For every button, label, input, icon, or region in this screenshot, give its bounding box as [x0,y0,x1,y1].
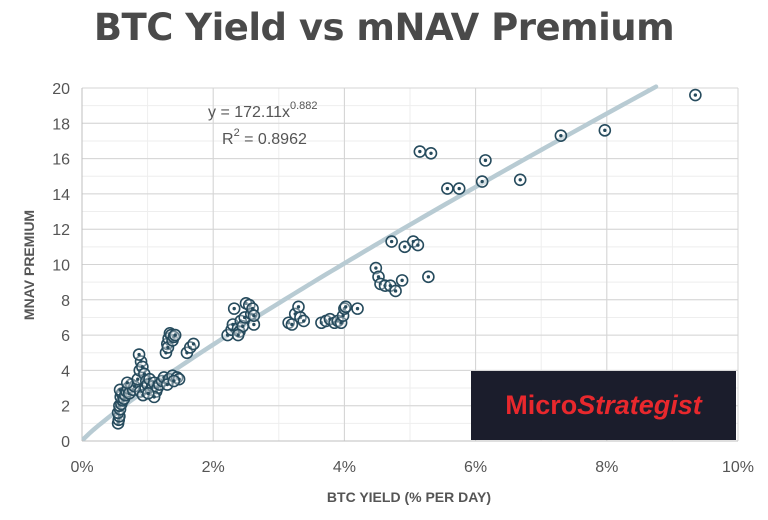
data-point-center [376,275,381,279]
x-tick-labels: 0% 2% 4% 6% 8% 10% [70,459,754,476]
data-point-center [457,186,461,191]
logo-text: MicroStrategist [505,390,702,421]
data-point-center [403,245,407,249]
data-point-center [173,333,177,337]
data-point-center [172,379,176,383]
x-tick-label: 2% [202,459,225,476]
data-point-center [165,382,169,387]
x-tick-label: 8% [595,459,618,476]
data-point-center [296,305,301,309]
trendline-layer [81,84,659,441]
data-point-center [389,239,394,244]
data-point-center [132,384,137,388]
y-axis-label: MNAV PREMIUM [21,210,37,320]
r-squared-label: R2 = 0.8962 [222,127,307,148]
x-tick-label: 10% [722,459,754,476]
y-tick-label: 8 [61,293,70,310]
data-point-center [344,305,348,309]
trendline-equation: y = 172.11x0.882 [208,100,318,121]
trendline [81,84,659,441]
chart-title: BTC Yield vs mNAV Premium [93,6,675,49]
axes [81,88,738,442]
x-tick-label: 6% [464,459,487,476]
data-point-center [236,333,240,337]
data-point-center [232,306,236,311]
y-tick-label: 10 [52,258,70,275]
microstrategist-logo: MicroStrategist [471,371,736,440]
y-tick-label: 20 [52,81,70,98]
data-point-center [429,151,433,156]
data-point-center [339,321,343,325]
data-point-center [146,391,150,396]
data-point-center [140,365,145,369]
data-point-center [400,278,404,283]
data-point-center [191,342,196,346]
y-tick-labels: 0 2 4 6 8 10 12 14 16 18 20 [52,81,70,451]
data-point-center [136,377,140,381]
x-axis-label: BTC YIELD (% PER DAY) [327,489,491,505]
data-point-center [252,322,256,327]
data-point-center [603,128,607,133]
y-tick-label: 14 [52,187,70,204]
y-tick-label: 16 [52,152,70,169]
y-tick-label: 2 [61,399,70,416]
data-point-center [418,149,422,154]
data-point-center [125,381,129,385]
data-point-center [445,186,450,191]
data-point-center [355,306,360,311]
data-point-center [252,313,256,318]
y-tick-label: 12 [52,222,70,239]
x-tick-label: 4% [333,459,356,476]
data-point-center [559,133,563,138]
data-point-center [290,322,294,327]
data-point-center [483,158,488,163]
y-tick-label: 6 [61,328,70,345]
logo-text-micro: Micro [505,390,578,420]
data-point-center [166,345,170,350]
data-point-center [693,93,698,97]
data-point-center [480,179,484,184]
logo-text-strategist: Strategist [577,390,702,420]
y-tick-label: 18 [52,116,70,133]
data-point-center [241,324,245,328]
x-tick-label: 0% [70,459,93,476]
data-point-center [426,275,431,279]
data-point-center [374,266,378,270]
data-point-center [242,315,247,320]
data-point-center [416,243,420,247]
y-tick-label: 4 [61,363,70,380]
data-point-center [518,178,522,182]
scatter-points [111,88,702,430]
y-tick-label: 0 [61,434,70,451]
data-point-center [302,319,306,323]
data-point-center [137,352,141,357]
data-point-center [393,289,398,293]
